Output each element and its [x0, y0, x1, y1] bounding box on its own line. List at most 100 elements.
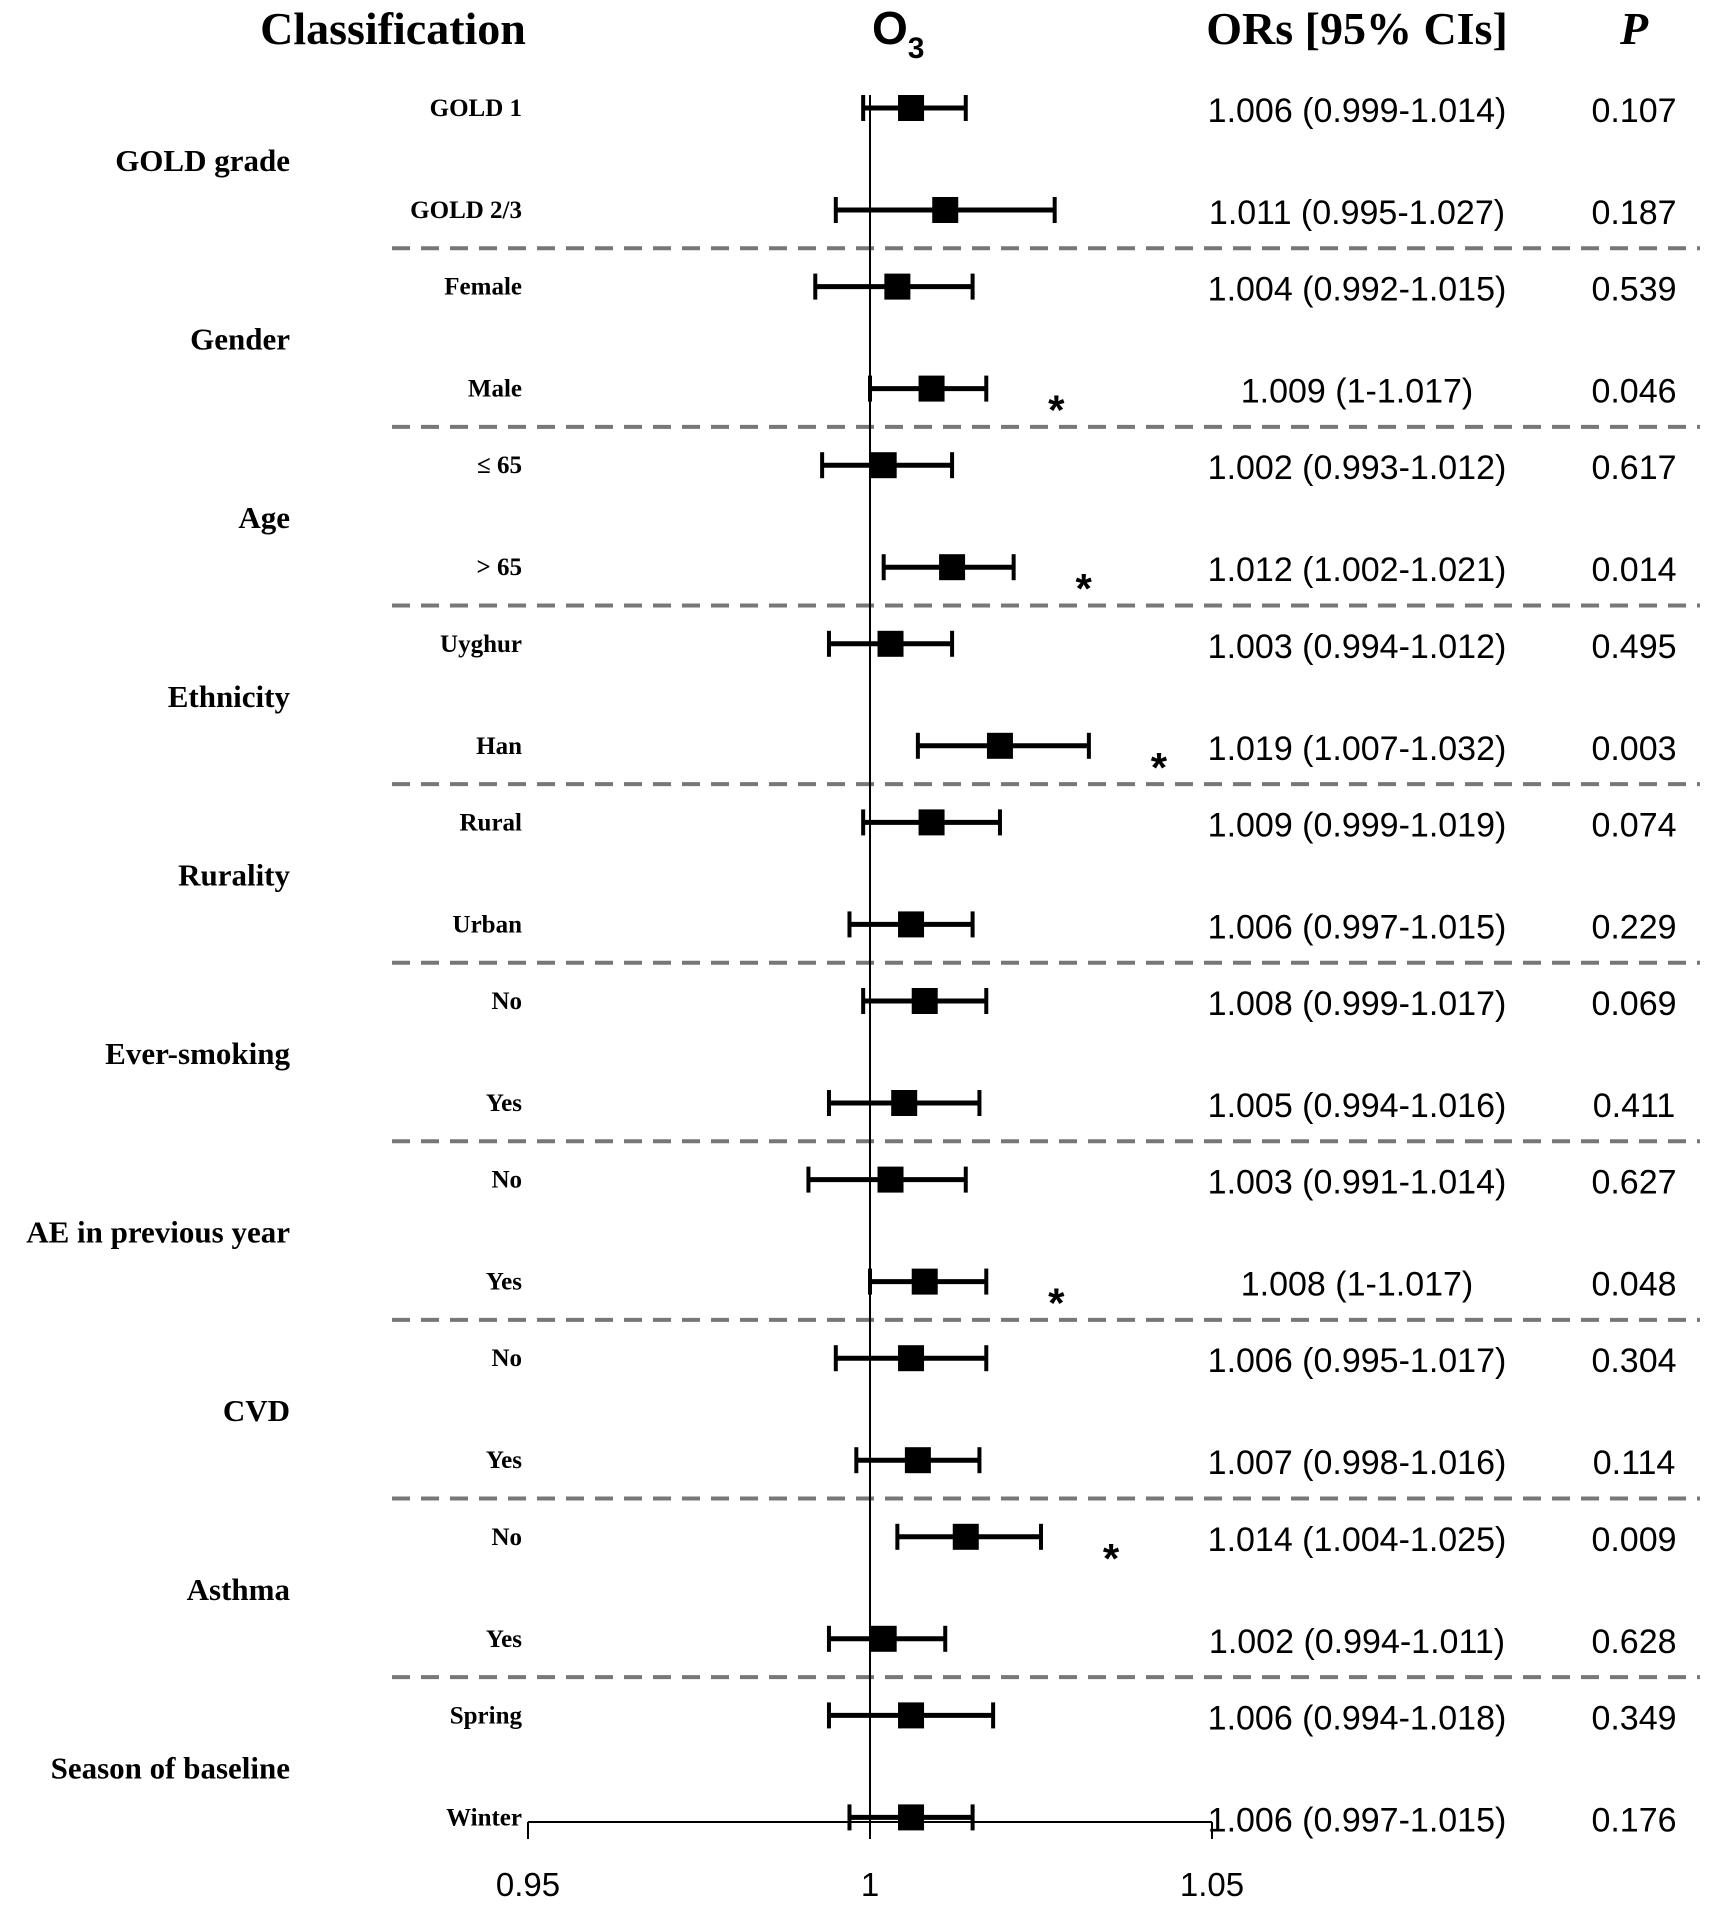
p-value: 0.176 — [1591, 1801, 1676, 1839]
group-label: GOLD grade — [115, 143, 290, 178]
or-ci-value: 1.009 (1-1.017) — [1241, 373, 1474, 411]
or-ci-value: 1.009 (0.999-1.019) — [1208, 806, 1507, 844]
or-ci-value: 1.006 (0.994-1.018) — [1208, 1699, 1507, 1737]
row-label: No — [491, 1524, 522, 1551]
or-ci-value: 1.011 (0.995-1.027) — [1209, 194, 1505, 232]
p-value: 0.014 — [1591, 551, 1676, 589]
point-estimate — [898, 95, 925, 121]
group-label: Asthma — [187, 1572, 291, 1607]
point-estimate — [986, 732, 1013, 759]
point-estimate — [898, 1702, 925, 1729]
point-estimate — [904, 1447, 931, 1474]
group-label: Ethnicity — [168, 679, 291, 714]
p-value: 0.003 — [1591, 730, 1676, 768]
point-estimate — [918, 809, 945, 836]
p-value: 0.627 — [1591, 1164, 1676, 1202]
row-label: Yes — [486, 1090, 522, 1117]
p-value: 0.304 — [1591, 1342, 1676, 1380]
row-label: Yes — [486, 1447, 522, 1474]
x-tick-label: 1 — [861, 1866, 879, 1903]
or-ci-value: 1.006 (0.999-1.014) — [1208, 92, 1507, 130]
row-label: Yes — [486, 1626, 522, 1653]
x-tick-label: 0.95 — [496, 1866, 560, 1903]
p-value: 0.187 — [1591, 194, 1676, 232]
p-value: 0.411 — [1593, 1087, 1676, 1125]
significance-star: * — [1103, 1535, 1120, 1582]
p-value: 0.229 — [1591, 908, 1676, 946]
significance-star: * — [1151, 744, 1168, 791]
header-p: P — [1619, 3, 1649, 54]
or-ci-value: 1.006 (0.997-1.015) — [1208, 1801, 1507, 1839]
point-estimate — [911, 1268, 938, 1295]
p-value: 0.617 — [1591, 449, 1676, 487]
or-ci-value: 1.002 (0.994-1.011) — [1209, 1623, 1505, 1661]
p-value: 0.048 — [1591, 1266, 1676, 1304]
or-ci-value: 1.003 (0.994-1.012) — [1208, 628, 1507, 666]
row-label: Female — [444, 274, 522, 301]
group-label: Rurality — [178, 857, 290, 892]
p-value: 0.628 — [1591, 1623, 1676, 1661]
point-estimate — [939, 554, 966, 581]
point-estimate — [891, 1090, 918, 1116]
or-ci-value: 1.007 (0.998-1.016) — [1208, 1444, 1507, 1482]
or-ci-value: 1.006 (0.995-1.017) — [1208, 1342, 1507, 1380]
point-estimate — [952, 1523, 979, 1550]
point-estimate — [898, 1804, 925, 1831]
point-estimate — [870, 1625, 897, 1652]
row-label: Winter — [446, 1804, 522, 1831]
group-label: Gender — [190, 322, 290, 357]
plot-layer: GOLD grade GOLD 1 1.006 (0.999-1.014) 0.107… — [26, 92, 1700, 1903]
row-label: Urban — [453, 911, 523, 938]
header-ors: ORs [95% CIs] — [1206, 3, 1508, 54]
p-value: 0.046 — [1591, 373, 1676, 411]
p-value: 0.069 — [1591, 985, 1676, 1023]
or-ci-value: 1.002 (0.993-1.012) — [1208, 449, 1507, 487]
group-label: Season of baseline — [51, 1750, 290, 1785]
row-label: GOLD 2/3 — [410, 197, 522, 224]
group-label: AE in previous year — [26, 1215, 290, 1250]
point-estimate — [870, 452, 897, 479]
or-ci-value: 1.008 (1-1.017) — [1241, 1266, 1474, 1304]
point-estimate — [918, 375, 945, 402]
p-value: 0.349 — [1591, 1699, 1676, 1737]
row-label: No — [491, 988, 522, 1015]
header-exposure: O3 — [872, 2, 924, 65]
or-ci-value: 1.014 (1.004-1.025) — [1208, 1521, 1507, 1559]
significance-star: * — [1048, 387, 1065, 434]
or-ci-value: 1.012 (1.002-1.021) — [1208, 551, 1507, 589]
row-label: Yes — [486, 1269, 522, 1296]
row-label: GOLD 1 — [430, 95, 522, 122]
point-estimate — [877, 630, 904, 657]
row-label: > 65 — [477, 554, 523, 581]
or-ci-value: 1.008 (0.999-1.017) — [1208, 985, 1507, 1023]
header-exposure-subscript: 3 — [908, 32, 925, 65]
point-estimate — [932, 197, 959, 223]
point-estimate — [884, 273, 911, 300]
row-label: Uyghur — [440, 631, 522, 658]
significance-star: * — [1075, 565, 1092, 612]
or-ci-value: 1.019 (1.007-1.032) — [1208, 730, 1507, 768]
significance-star: * — [1048, 1280, 1065, 1327]
p-value: 0.009 — [1591, 1521, 1676, 1559]
p-value: 0.107 — [1591, 92, 1676, 130]
point-estimate — [898, 911, 925, 938]
or-ci-value: 1.003 (0.991-1.014) — [1208, 1164, 1507, 1202]
header-classification: Classification — [260, 3, 526, 54]
x-tick-label: 1.05 — [1180, 1866, 1244, 1903]
p-value: 0.539 — [1591, 271, 1676, 309]
header-exposure-main: O — [872, 2, 908, 54]
row-label: ≤ 65 — [477, 452, 522, 479]
p-value: 0.074 — [1591, 806, 1676, 844]
row-label: Han — [476, 733, 522, 760]
or-ci-value: 1.006 (0.997-1.015) — [1208, 908, 1507, 946]
or-ci-value: 1.004 (0.992-1.015) — [1208, 271, 1507, 309]
row-label: No — [491, 1167, 522, 1194]
group-label: CVD — [223, 1393, 290, 1428]
row-label: Male — [468, 376, 522, 403]
or-ci-value: 1.005 (0.994-1.016) — [1208, 1087, 1507, 1125]
row-label: Spring — [450, 1702, 523, 1729]
row-label: No — [491, 1345, 522, 1372]
p-value: 0.114 — [1593, 1444, 1676, 1482]
group-label: Ever-smoking — [105, 1036, 290, 1071]
